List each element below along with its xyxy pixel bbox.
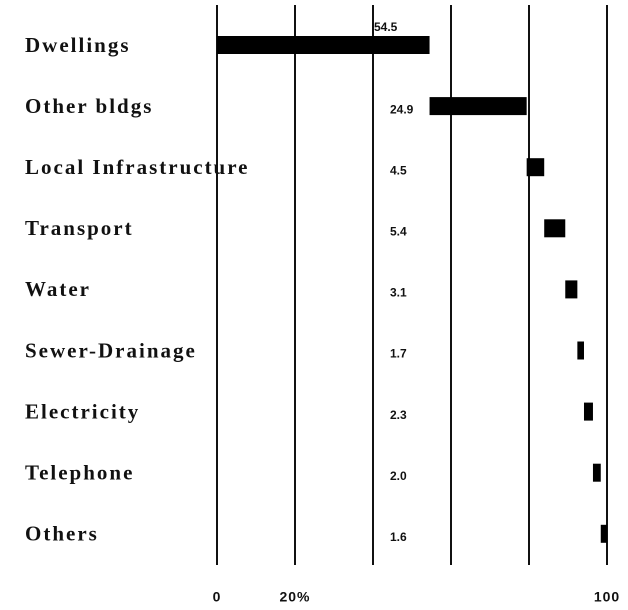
x-tick-label: 100 xyxy=(594,589,620,605)
value-label: 1.7 xyxy=(390,347,407,361)
bar xyxy=(429,97,527,116)
bar xyxy=(583,402,593,421)
category-label: Other bldgs xyxy=(25,94,153,118)
category-label: Water xyxy=(25,277,91,301)
value-label: 1.6 xyxy=(390,530,407,544)
category-label: Electricity xyxy=(25,399,140,423)
bar xyxy=(544,219,566,238)
x-tick-label: 0 xyxy=(213,589,222,605)
category-label: Telephone xyxy=(25,461,134,485)
value-label: 24.9 xyxy=(390,102,414,116)
value-label: 4.5 xyxy=(390,163,407,177)
value-label: 54.5 xyxy=(374,20,398,34)
bar xyxy=(600,524,607,543)
bar xyxy=(526,158,545,177)
bar xyxy=(577,341,584,360)
category-label: Dwellings xyxy=(25,33,131,57)
bar xyxy=(565,280,578,299)
category-label: Transport xyxy=(25,216,134,240)
value-label: 3.1 xyxy=(390,286,407,300)
bar xyxy=(592,463,601,482)
category-label: Others xyxy=(25,522,99,546)
value-label: 2.3 xyxy=(390,408,407,422)
category-label: Local Infrastructure xyxy=(25,155,250,179)
bar xyxy=(217,36,430,54)
value-label: 5.4 xyxy=(390,224,407,238)
x-tick-label: 20% xyxy=(279,589,310,605)
value-label: 2.0 xyxy=(390,469,407,483)
category-label: Sewer-Drainage xyxy=(25,338,197,362)
